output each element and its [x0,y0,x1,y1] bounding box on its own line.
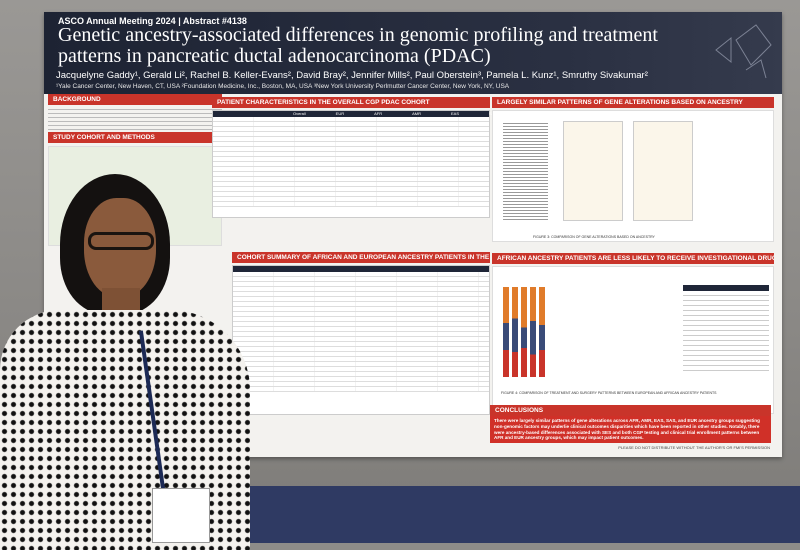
background-text [48,106,222,134]
section-background: BACKGROUND [48,94,222,105]
name-badge [152,488,210,543]
section-patient-characteristics: PATIENT CHARACTERISTICS IN THE OVERALL C… [212,97,490,108]
section-investigational-drugs: AFRICAN ANCESTRY PATIENTS ARE LESS LIKEL… [492,253,774,264]
research-poster: ASCO Annual Meeting 2024 | Abstract #413… [44,12,782,457]
glasses-icon [88,232,154,250]
col-amr: AMR [412,111,422,116]
section-study-cohort: STUDY COHORT AND METHODS [48,132,222,143]
poster-header: ASCO Annual Meeting 2024 | Abstract #413… [44,12,782,94]
affiliations: ¹Yale Cancer Center, New Haven, CT, USA … [56,83,510,90]
section-gene-alterations: LARGELY SIMILAR PATTERNS OF GENE ALTERAT… [492,97,774,108]
figure4-caption: FIGURE 4: COMPARISON OF TREATMENT AND SU… [501,391,717,395]
footer-disclaimer: PLEASE DO NOT DISTRIBUTE WITHOUT THE AUT… [618,445,770,450]
presenter-person [0,170,250,550]
col-overall: Overall [293,111,306,116]
authors: Jacquelyne Gaddy¹, Gerald Li², Rachel B.… [56,70,648,81]
col-afr: AFR [374,111,383,116]
cohort-summary-table [232,265,490,415]
col-eur: EUR [335,111,345,116]
figure3-caption: FIGURE 3: COMPARISON OF GENE ALTERATIONS… [533,235,655,239]
section-cohort-summary: COHORT SUMMARY OF AFRICAN AND EUROPEAN A… [232,252,490,263]
conclusions-text: There were largely similar patterns of g… [490,416,771,443]
section-conclusions: CONCLUSIONS [490,405,771,416]
conference-label: ASCO Annual Meeting 2024 | Abstract #413… [58,16,247,26]
patient-characteristics-table: Overall EUR AFR AMR EAS SAS [212,110,497,218]
patterned-shirt [0,310,250,550]
col-eas: EAS [451,111,460,116]
geometric-decoration-icon [715,24,772,79]
figure-gene-alterations: FIGURE 3: COMPARISON OF GENE ALTERATIONS… [492,110,774,242]
figure-treatment-patterns: FIGURE 4: COMPARISON OF TREATMENT AND SU… [492,266,774,414]
poster-title: Genetic ancestry-associated differences … [58,24,658,67]
